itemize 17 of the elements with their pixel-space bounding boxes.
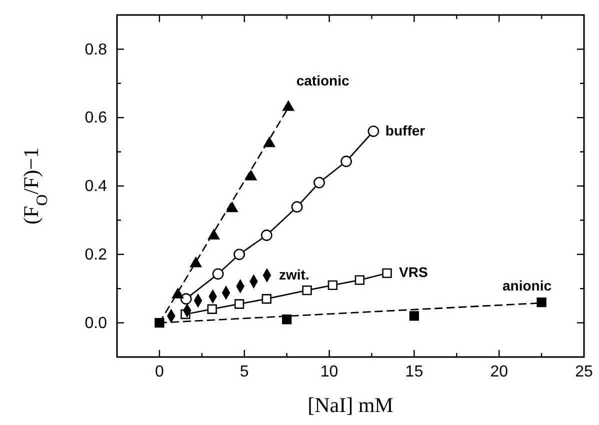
x-axis-title: [NaI] mM — [308, 393, 394, 417]
y-tick-label: 0.8 — [84, 41, 108, 58]
x-tick-label: 20 — [490, 363, 508, 380]
series-label: VRS — [399, 264, 428, 280]
series-label: buffer — [385, 122, 426, 138]
x-tick-label: 5 — [240, 363, 249, 380]
series-label: zwit. — [278, 266, 310, 282]
legend-label: anionic — [502, 277, 552, 294]
y-tick-label: 0.4 — [84, 178, 108, 196]
series-label: cationic — [296, 72, 350, 88]
y-tick-label: 0.0 — [84, 314, 108, 332]
x-tick-label: 15 — [405, 363, 424, 380]
x-tick-label: 25 — [575, 363, 593, 380]
y-tick-label: 0.2 — [84, 246, 108, 264]
x-tick-label: 10 — [320, 363, 338, 380]
y-tick-label: 0.6 — [84, 110, 108, 127]
x-tick-label: 0 — [155, 363, 164, 380]
